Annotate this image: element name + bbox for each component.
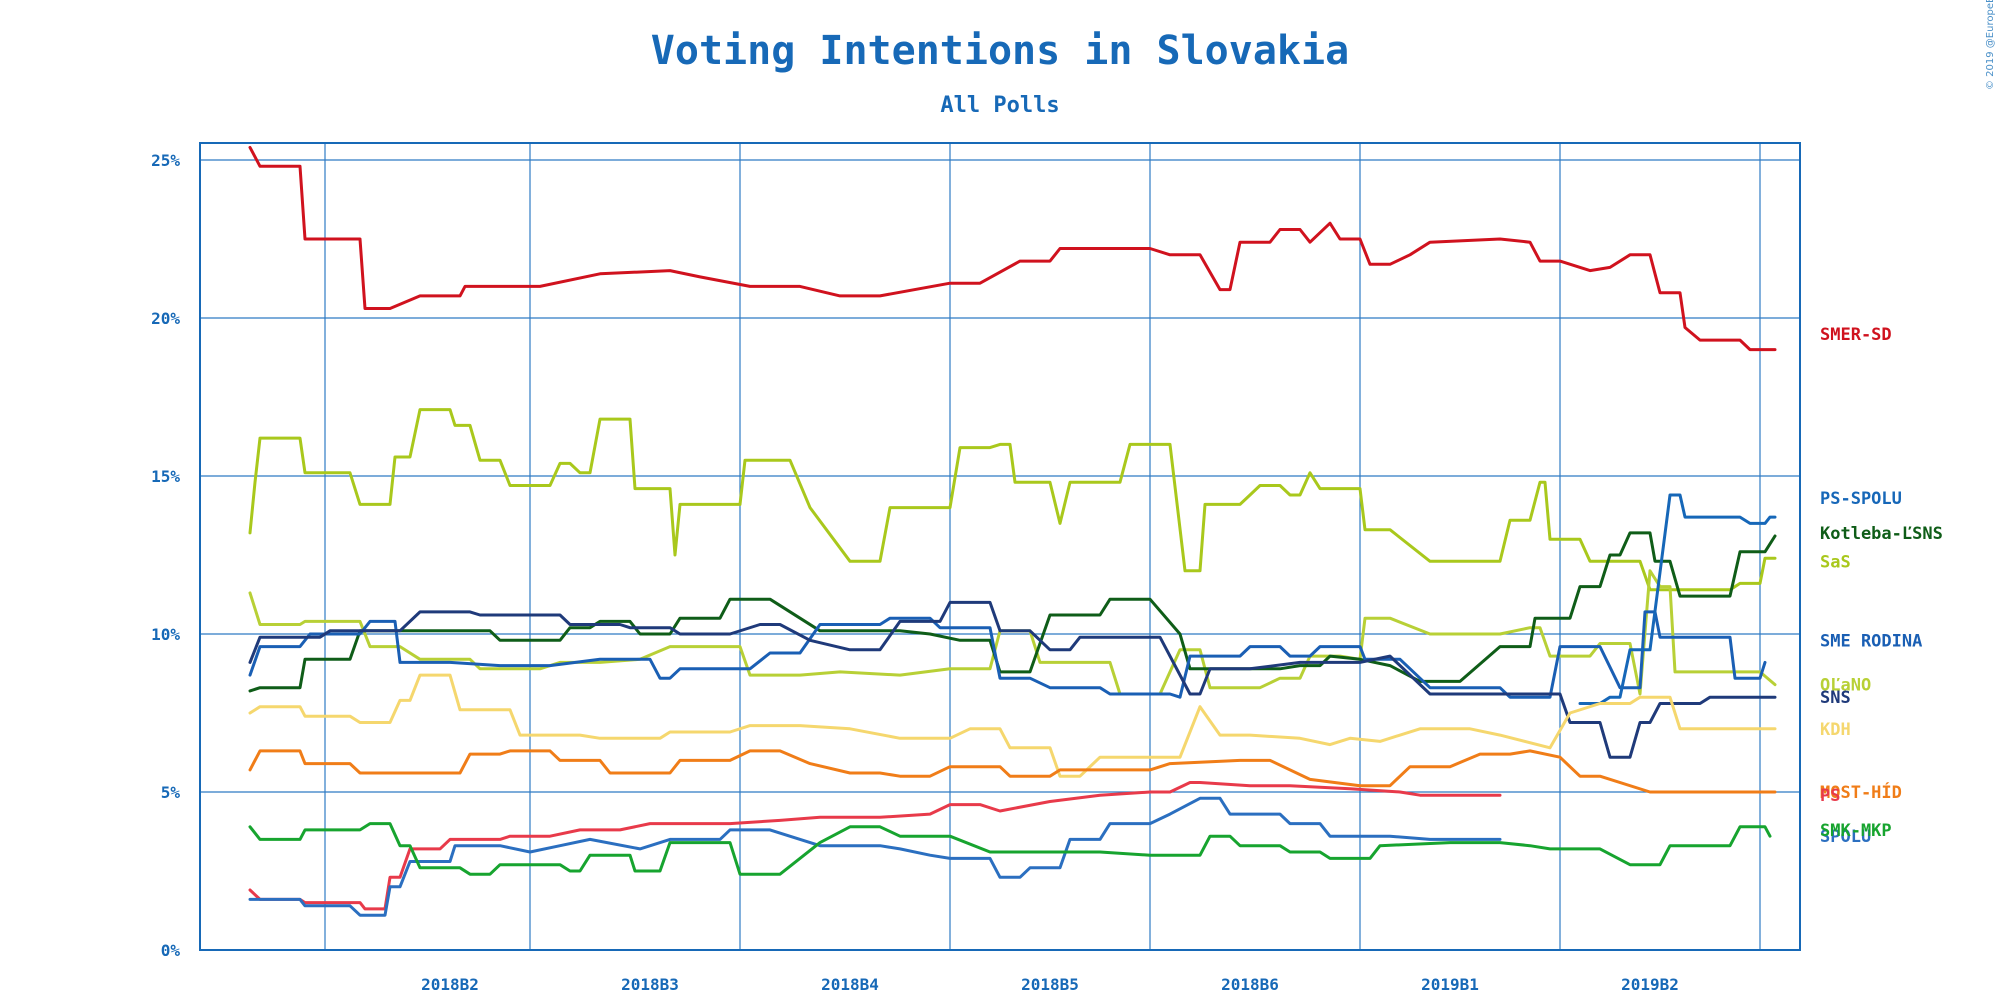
series-label-most-h-d: MOST-HÍD [1820,781,1902,803]
series-line-sns [248,600,1777,759]
series-label-sns: SNS [1820,688,1851,708]
x-tick-label: 2018B5 [1021,975,1079,994]
series-label-sme-rodina: SME RODINA [1820,631,1922,651]
plot-frame [199,142,1801,951]
series-line-sme-rodina [248,610,1767,699]
series-label-ps-spolu: PS-SPOLU [1820,489,1902,509]
series-label-sas: SaS [1820,552,1851,572]
chart-subtitle: All Polls [940,93,1059,118]
series-line-ps-spolu [1578,493,1777,705]
y-tick-label: 10% [151,625,180,644]
series-label-spolu: SPOLU [1820,827,1871,847]
series-label-smer-sd: SMER-SD [1820,325,1892,345]
series-line-o-ano [248,569,1777,696]
y-tick-label: 20% [151,309,180,328]
series-line-smer-sd [248,145,1777,352]
series-label-o-ano: OĽaNO [1820,676,1871,696]
series-line-kotleba-sns [248,531,1777,693]
series-line-spolu [248,796,1502,917]
x-tick-label: 2018B4 [821,975,879,994]
y-axis-ticks: 0% 5% 10% 15% 20% 25% [151,151,180,960]
y-tick-label: 0% [161,941,181,960]
series-line-most-h-d [248,749,1777,794]
series-line-sas [248,408,1777,592]
x-axis-ticks: 2018B2 2018B3 2018B4 2018B5 2018B6 2019B1 2019… [421,975,1679,994]
series-label-ps: PS [1820,786,1840,806]
series-label-kotleba-sns: Kotleba-ĽSNS [1820,524,1943,544]
x-tick-label: 2018B2 [421,975,479,994]
series-line-smk-mkp [248,822,1772,876]
grid [200,143,1800,951]
x-tick-label: 2018B6 [1221,975,1279,994]
x-tick-label: 2018B3 [621,975,679,994]
series-line-kdh [248,673,1777,778]
copyright-notice: © 2019 @EuropeElects [1985,0,1996,90]
x-tick-label: 2019B2 [1621,975,1679,994]
x-tick-label: 2019B1 [1421,975,1479,994]
y-tick-label: 15% [151,467,180,486]
series-labels: SMER-SD SaS OĽaNO Kotleba-ĽSNS SME RODINA SNS… [1820,325,1943,847]
series-lines [248,145,1777,917]
y-tick-label: 5% [161,783,181,802]
series-label-kdh: KDH [1820,720,1851,740]
y-tick-label: 25% [151,151,180,170]
chart-title: Voting Intentions in Slovakia [651,28,1349,74]
series-label-smk-mkp: SMK-MKP [1820,821,1892,841]
